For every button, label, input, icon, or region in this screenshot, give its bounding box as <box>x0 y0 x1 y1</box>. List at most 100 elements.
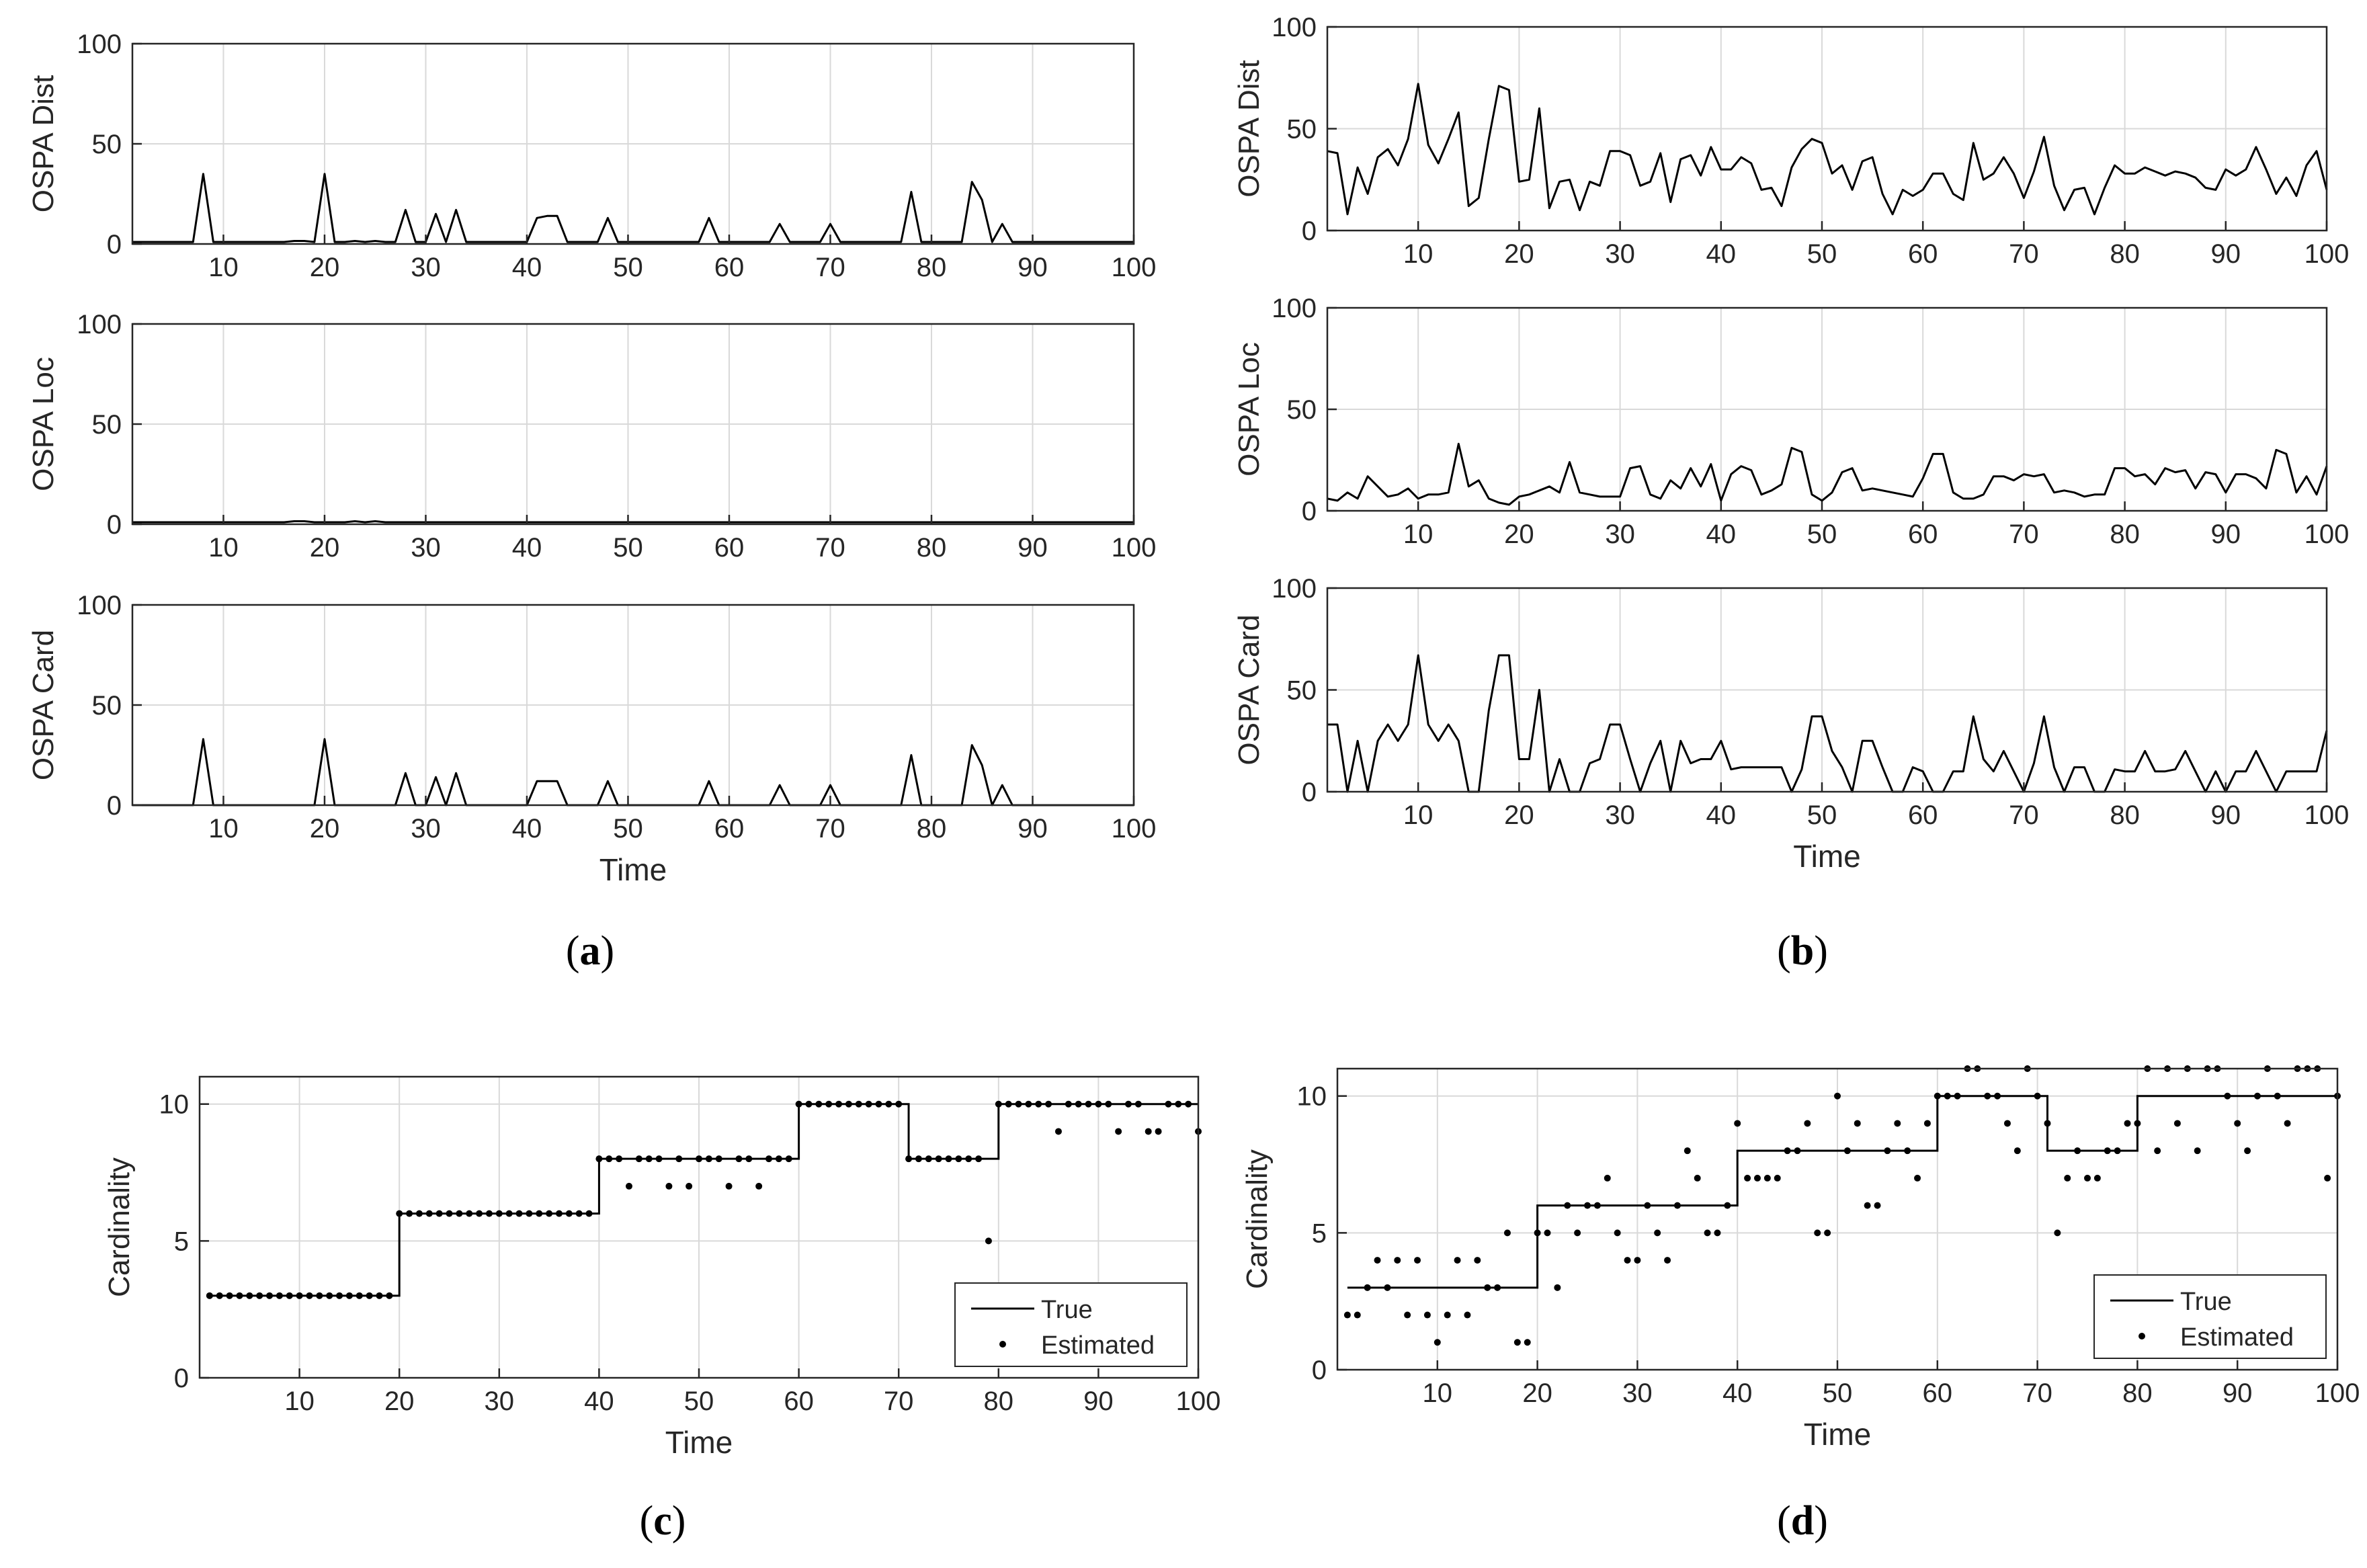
estimated-point <box>1105 1100 1112 1108</box>
x-tick-label: 60 <box>714 533 745 563</box>
x-tick-label: 10 <box>284 1387 315 1416</box>
estimated-point <box>715 1155 722 1163</box>
estimated-point <box>1614 1229 1621 1237</box>
estimated-point <box>1914 1174 1921 1182</box>
caption-a-letter: a <box>580 928 601 974</box>
estimated-point <box>1794 1147 1801 1155</box>
estimated-point <box>386 1292 393 1299</box>
estimated-point <box>2224 1092 2231 1100</box>
estimated-point <box>1423 1311 1431 1319</box>
x-tick-label: 50 <box>1807 520 1837 549</box>
estimated-point <box>1404 1311 1411 1319</box>
estimated-point <box>1694 1174 1701 1182</box>
estimated-point <box>1994 1092 2001 1100</box>
estimated-point <box>2134 1120 2141 1127</box>
estimated-point <box>206 1292 213 1299</box>
estimated-point <box>675 1155 683 1163</box>
estimated-point <box>765 1155 773 1163</box>
estimated-point <box>815 1100 823 1108</box>
series-line-ospa-dist <box>132 173 1134 243</box>
estimated-point <box>296 1292 303 1299</box>
x-tick-label: 60 <box>1923 1378 1953 1408</box>
estimated-point <box>345 1292 353 1299</box>
legend-estimated-swatch <box>999 1341 1006 1348</box>
x-tick-label: 40 <box>1706 520 1737 549</box>
y-axis-label: OSPA Loc <box>1233 342 1265 477</box>
estimated-point <box>1763 1174 1771 1182</box>
estimated-point <box>1015 1100 1022 1108</box>
x-tick-label: 30 <box>485 1387 515 1416</box>
x-tick-label: 100 <box>2304 239 2350 269</box>
x-tick-label: 60 <box>1908 520 1938 549</box>
y-tick-label: 50 <box>92 691 122 720</box>
x-tick-label: 20 <box>384 1387 415 1416</box>
estimated-point <box>1684 1147 1691 1155</box>
x-tick-label: 40 <box>512 533 542 563</box>
estimated-point <box>1005 1100 1012 1108</box>
estimated-point <box>306 1292 313 1299</box>
y-axis-label: OSPA Dist <box>1233 60 1265 198</box>
estimated-point <box>326 1292 333 1299</box>
x-tick-label: 10 <box>208 533 239 563</box>
estimated-point <box>1874 1202 1881 1209</box>
estimated-point <box>1464 1311 1471 1319</box>
x-tick-label: 40 <box>1722 1378 1753 1408</box>
estimated-point <box>1904 1147 1911 1155</box>
estimated-point <box>1145 1128 1152 1135</box>
estimated-point <box>1644 1202 1651 1209</box>
y-tick-label: 10 <box>159 1090 190 1120</box>
estimated-point <box>1824 1229 1831 1237</box>
estimated-point <box>1494 1284 1501 1291</box>
x-tick-label: 80 <box>984 1387 1014 1416</box>
estimated-point <box>1564 1202 1571 1209</box>
y-tick-label: 100 <box>77 30 122 59</box>
series-line-ospa-dist <box>1327 83 2328 216</box>
estimated-point <box>725 1182 733 1190</box>
y-tick-label: 0 <box>1302 497 1317 526</box>
estimated-point <box>1984 1092 1991 1100</box>
caption-b: (b) <box>1777 928 1828 974</box>
y-axis-label: Cardinality <box>1241 1149 1274 1289</box>
x-tick-label: 50 <box>1807 800 1837 830</box>
legend-estimated-swatch <box>2138 1333 2145 1339</box>
x-tick-label: 90 <box>2211 239 2241 269</box>
estimated-point <box>2064 1174 2071 1182</box>
x-tick-label: 50 <box>613 814 643 843</box>
estimated-point <box>2114 1147 2121 1155</box>
x-tick-label: 30 <box>411 533 441 563</box>
estimated-point <box>1434 1339 1441 1346</box>
estimated-point <box>1664 1257 1671 1264</box>
estimated-point <box>2324 1174 2331 1182</box>
x-tick-label: 80 <box>917 533 947 563</box>
x-tick-label: 60 <box>714 814 745 843</box>
x-tick-label: 60 <box>714 253 745 282</box>
estimated-point <box>795 1100 802 1108</box>
estimated-point <box>536 1210 543 1217</box>
estimated-point <box>1384 1284 1391 1291</box>
x-tick-label: 30 <box>411 253 441 282</box>
x-tick-label: 70 <box>2009 800 2039 830</box>
estimated-point <box>735 1155 743 1163</box>
estimated-point <box>246 1292 253 1299</box>
y-tick-label: 100 <box>1272 13 1317 42</box>
series-line-ospa-loc <box>1327 442 2328 506</box>
y-tick-label: 50 <box>1287 395 1317 425</box>
chart-a-card: 10 20 30 40 50 60 70 80 90 100 0 50 100 OSPA Card Time <box>27 591 1156 887</box>
estimated-point <box>435 1210 443 1217</box>
legend-true-label: True <box>1041 1296 1093 1324</box>
estimated-point <box>686 1182 693 1190</box>
x-tick-label: 90 <box>1018 533 1048 563</box>
estimated-point <box>1934 1092 1941 1100</box>
estimated-point <box>1474 1257 1481 1264</box>
estimated-point <box>1894 1120 1901 1127</box>
x-tick-label: 100 <box>2304 800 2350 830</box>
estimated-point <box>356 1292 363 1299</box>
estimated-point <box>2234 1120 2241 1127</box>
estimated-point <box>2034 1092 2041 1100</box>
estimated-point <box>2274 1092 2281 1100</box>
x-tick-label: 20 <box>1504 800 1534 830</box>
chart-a-loc: 10 20 30 40 50 60 70 80 90 100 0 50 100 OSPA Loc <box>27 310 1156 563</box>
estimated-point <box>256 1292 263 1299</box>
x-tick-label: 30 <box>1605 800 1635 830</box>
estimated-point <box>276 1292 283 1299</box>
